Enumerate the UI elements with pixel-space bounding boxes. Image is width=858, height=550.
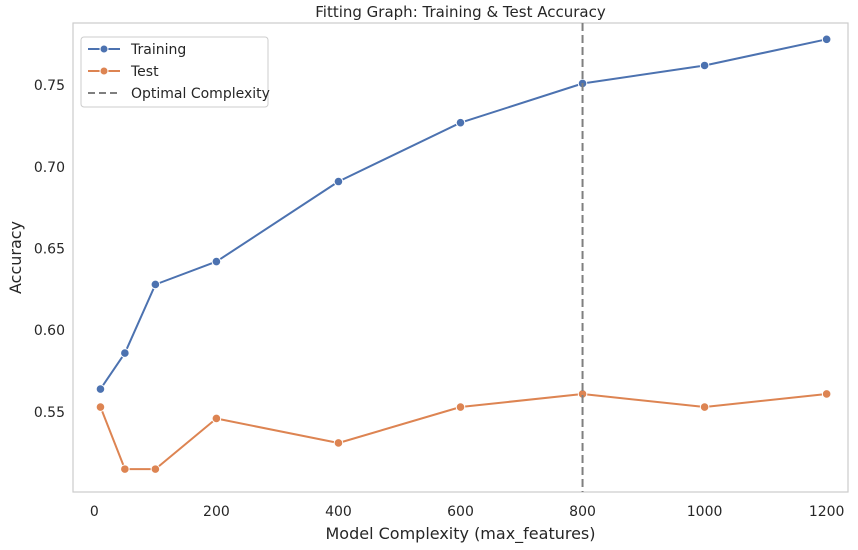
legend-test-marker [99,66,109,76]
legend-box [80,36,269,108]
y-tick-label: 0.60 [34,323,65,339]
x-tick-label: 800 [569,504,596,520]
training-point [821,34,832,45]
legend-test-label: Test [130,64,159,80]
y-tick-label: 0.75 [34,78,65,94]
test-point [699,402,710,412]
training-point [150,279,161,290]
y-tick-label: 0.55 [34,405,65,421]
x-tick-label: 200 [203,504,230,520]
legend-item-training: Training [88,42,186,58]
test-point [150,464,161,474]
x-tick-label: 0 [90,504,99,520]
test-point [455,402,466,412]
y-tick-label: 0.70 [34,160,65,176]
series-layer [95,34,832,474]
test-point [821,389,832,399]
training-point [120,348,130,358]
legend-training-label: Training [130,42,186,58]
x-axis-ticks: 0 200 400 600 800 1000 1200 [90,504,845,520]
training-point [333,176,344,187]
x-tick-label: 600 [447,504,474,520]
legend-item-optimal-complexity: Optimal Complexity [88,86,270,102]
y-axis-label: Accuracy [6,221,25,294]
y-axis-ticks: 0.55 0.60 0.65 0.70 0.75 [34,78,65,421]
series-training [95,34,832,394]
legend-training-marker [99,44,109,54]
test-point [120,464,130,474]
x-tick-label: 400 [325,504,352,520]
x-tick-label: 1000 [687,504,723,520]
series-test [95,389,832,474]
training-point [95,384,106,394]
x-axis-label: Model Complexity (max_features) [325,524,595,544]
y-tick-label: 0.65 [34,242,65,258]
legend: Training Test Optimal Complexity [80,36,270,108]
training-point [699,60,710,71]
test-point [95,402,106,412]
x-tick-label: 1200 [809,504,845,520]
test-point [211,413,222,424]
legend-optimal-complexity-label: Optimal Complexity [131,86,270,102]
training-point [211,256,222,267]
training-point [455,117,466,128]
chart-title: Fitting Graph: Training & Test Accuracy [315,3,606,21]
test-point [333,438,344,448]
legend-item-test: Test [88,64,159,80]
